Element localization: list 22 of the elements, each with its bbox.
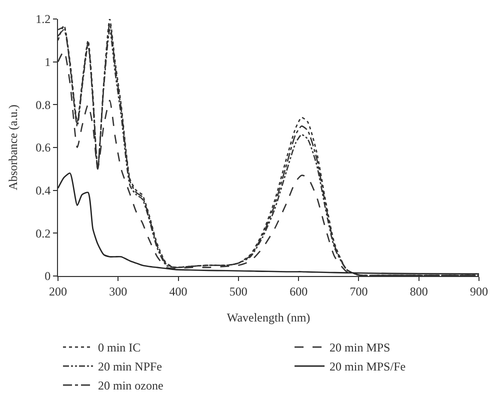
x-tick-label: 900 bbox=[470, 284, 488, 298]
x-tick-label: 200 bbox=[49, 284, 67, 298]
y-tick-label: 0.2 bbox=[36, 226, 51, 240]
y-axis-title: Absorbance (a.u.) bbox=[6, 104, 20, 190]
legend-label: 20 min NPFe bbox=[98, 360, 162, 374]
x-tick-label: 800 bbox=[410, 284, 428, 298]
legend-label: 0 min IC bbox=[98, 340, 141, 355]
x-tick-label: 600 bbox=[290, 284, 308, 298]
y-tick-label: 0.6 bbox=[36, 140, 51, 155]
legend-label: 20 min MPS/Fe bbox=[330, 360, 406, 374]
x-tick-label: 500 bbox=[229, 284, 248, 298]
x-tick-label: 700 bbox=[350, 284, 368, 298]
x-axis-title: Wavelength (nm) bbox=[226, 310, 310, 324]
y-tick-label: 0.4 bbox=[36, 184, 51, 198]
y-tick-label: 0 bbox=[44, 269, 51, 284]
y-tick-label: 0.8 bbox=[36, 98, 51, 112]
y-tick-label: 1 bbox=[44, 55, 51, 70]
y-tick-label: 1.2 bbox=[36, 12, 51, 26]
legend-label: 20 min ozone bbox=[98, 378, 164, 393]
legend-label: 20 min MPS bbox=[330, 340, 390, 355]
x-tick-label: 300 bbox=[109, 284, 128, 298]
x-tick-label: 400 bbox=[169, 284, 188, 298]
